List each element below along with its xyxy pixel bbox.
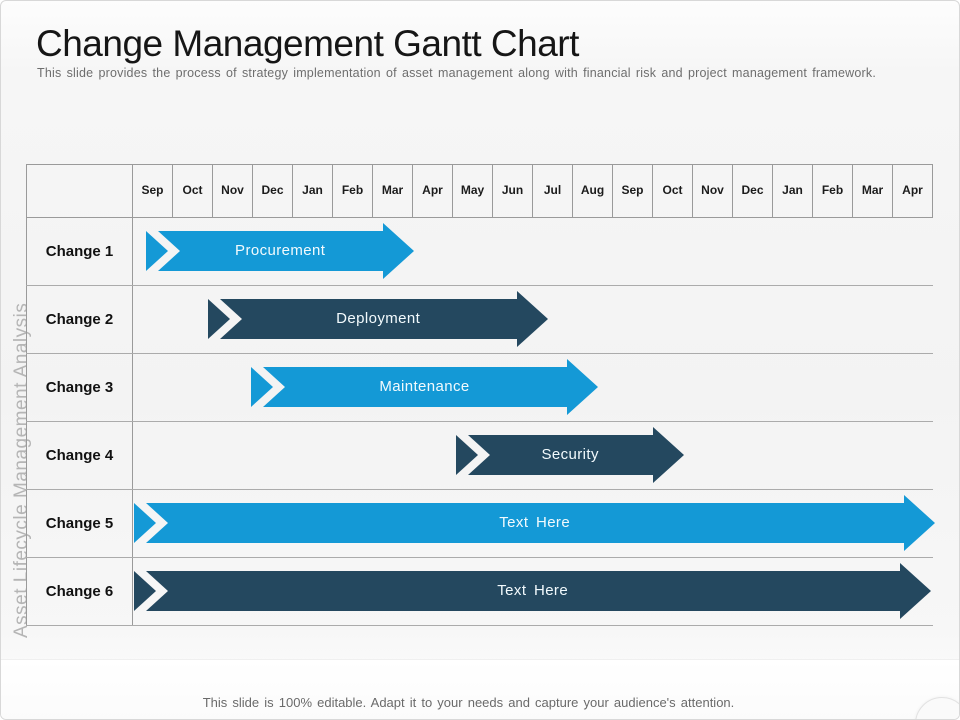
month-header-cell: Nov [693,165,733,217]
gantt-row: Change 3 Maintenance [26,354,933,422]
gantt-bar-arrow[interactable]: Text Here [134,563,932,619]
month-header-cell: Jan [773,165,813,217]
month-header-cell: Jul [533,165,573,217]
month-header-cell: Oct [173,165,213,217]
gantt-bar-arrow[interactable]: Security [456,427,685,483]
gantt-bar-arrow[interactable]: Procurement [146,223,415,279]
month-header-cell: Apr [413,165,453,217]
gantt-bar-arrow[interactable]: Text Here [134,495,936,551]
row-label: Change 3 [26,354,133,421]
month-header-cell: Feb [813,165,853,217]
month-header-cell: Jan [293,165,333,217]
page-subtitle: This slide provides the process of strat… [37,66,877,80]
month-header-cell: Dec [733,165,773,217]
month-header-cell: Dec [253,165,293,217]
row-label: Change 4 [26,422,133,489]
month-header-cell: Aug [573,165,613,217]
month-header-cell: Mar [373,165,413,217]
gantt-bar-arrow[interactable]: Deployment [208,291,549,347]
month-header-cell: Sep [133,165,173,217]
gantt-row: Change 5 Text Here [26,490,936,558]
month-header-cell: Jun [493,165,533,217]
row-label: Change 6 [26,558,133,625]
gantt-corner-cell [26,165,133,217]
footer-divider [1,659,959,719]
gantt-header-row: Sep Oct Nov Dec Jan Feb Mar Apr May Jun Jul Aug Sep O… [26,164,933,218]
month-header-cell: Apr [893,165,933,217]
month-header-cell: May [453,165,493,217]
month-header-cell: Oct [653,165,693,217]
gantt-row: Change 4 Security [26,422,933,490]
page-title: Change Management Gantt Chart [36,23,579,64]
month-header-cell: Sep [613,165,653,217]
footer-note: This slide is 100% editable. Adapt it to… [202,695,735,710]
gantt-body: Change 1 Procurement Change 2 Deployment Cha… [26,218,936,626]
row-label: Change 1 [26,218,133,285]
month-header-cell: Feb [333,165,373,217]
gantt-row: Change 1 Procurement [26,218,933,286]
gantt-bar-arrow[interactable]: Maintenance [251,359,598,415]
row-label: Change 5 [26,490,133,557]
month-header-cell: Mar [853,165,893,217]
gantt-row: Change 2 Deployment [26,286,933,354]
gantt-row: Change 6 Text Here [26,558,933,626]
gantt-table: Sep Oct Nov Dec Jan Feb Mar Apr May Jun Jul Aug Sep O… [26,164,936,626]
month-header-cell: Nov [213,165,253,217]
row-label: Change 2 [26,286,133,353]
